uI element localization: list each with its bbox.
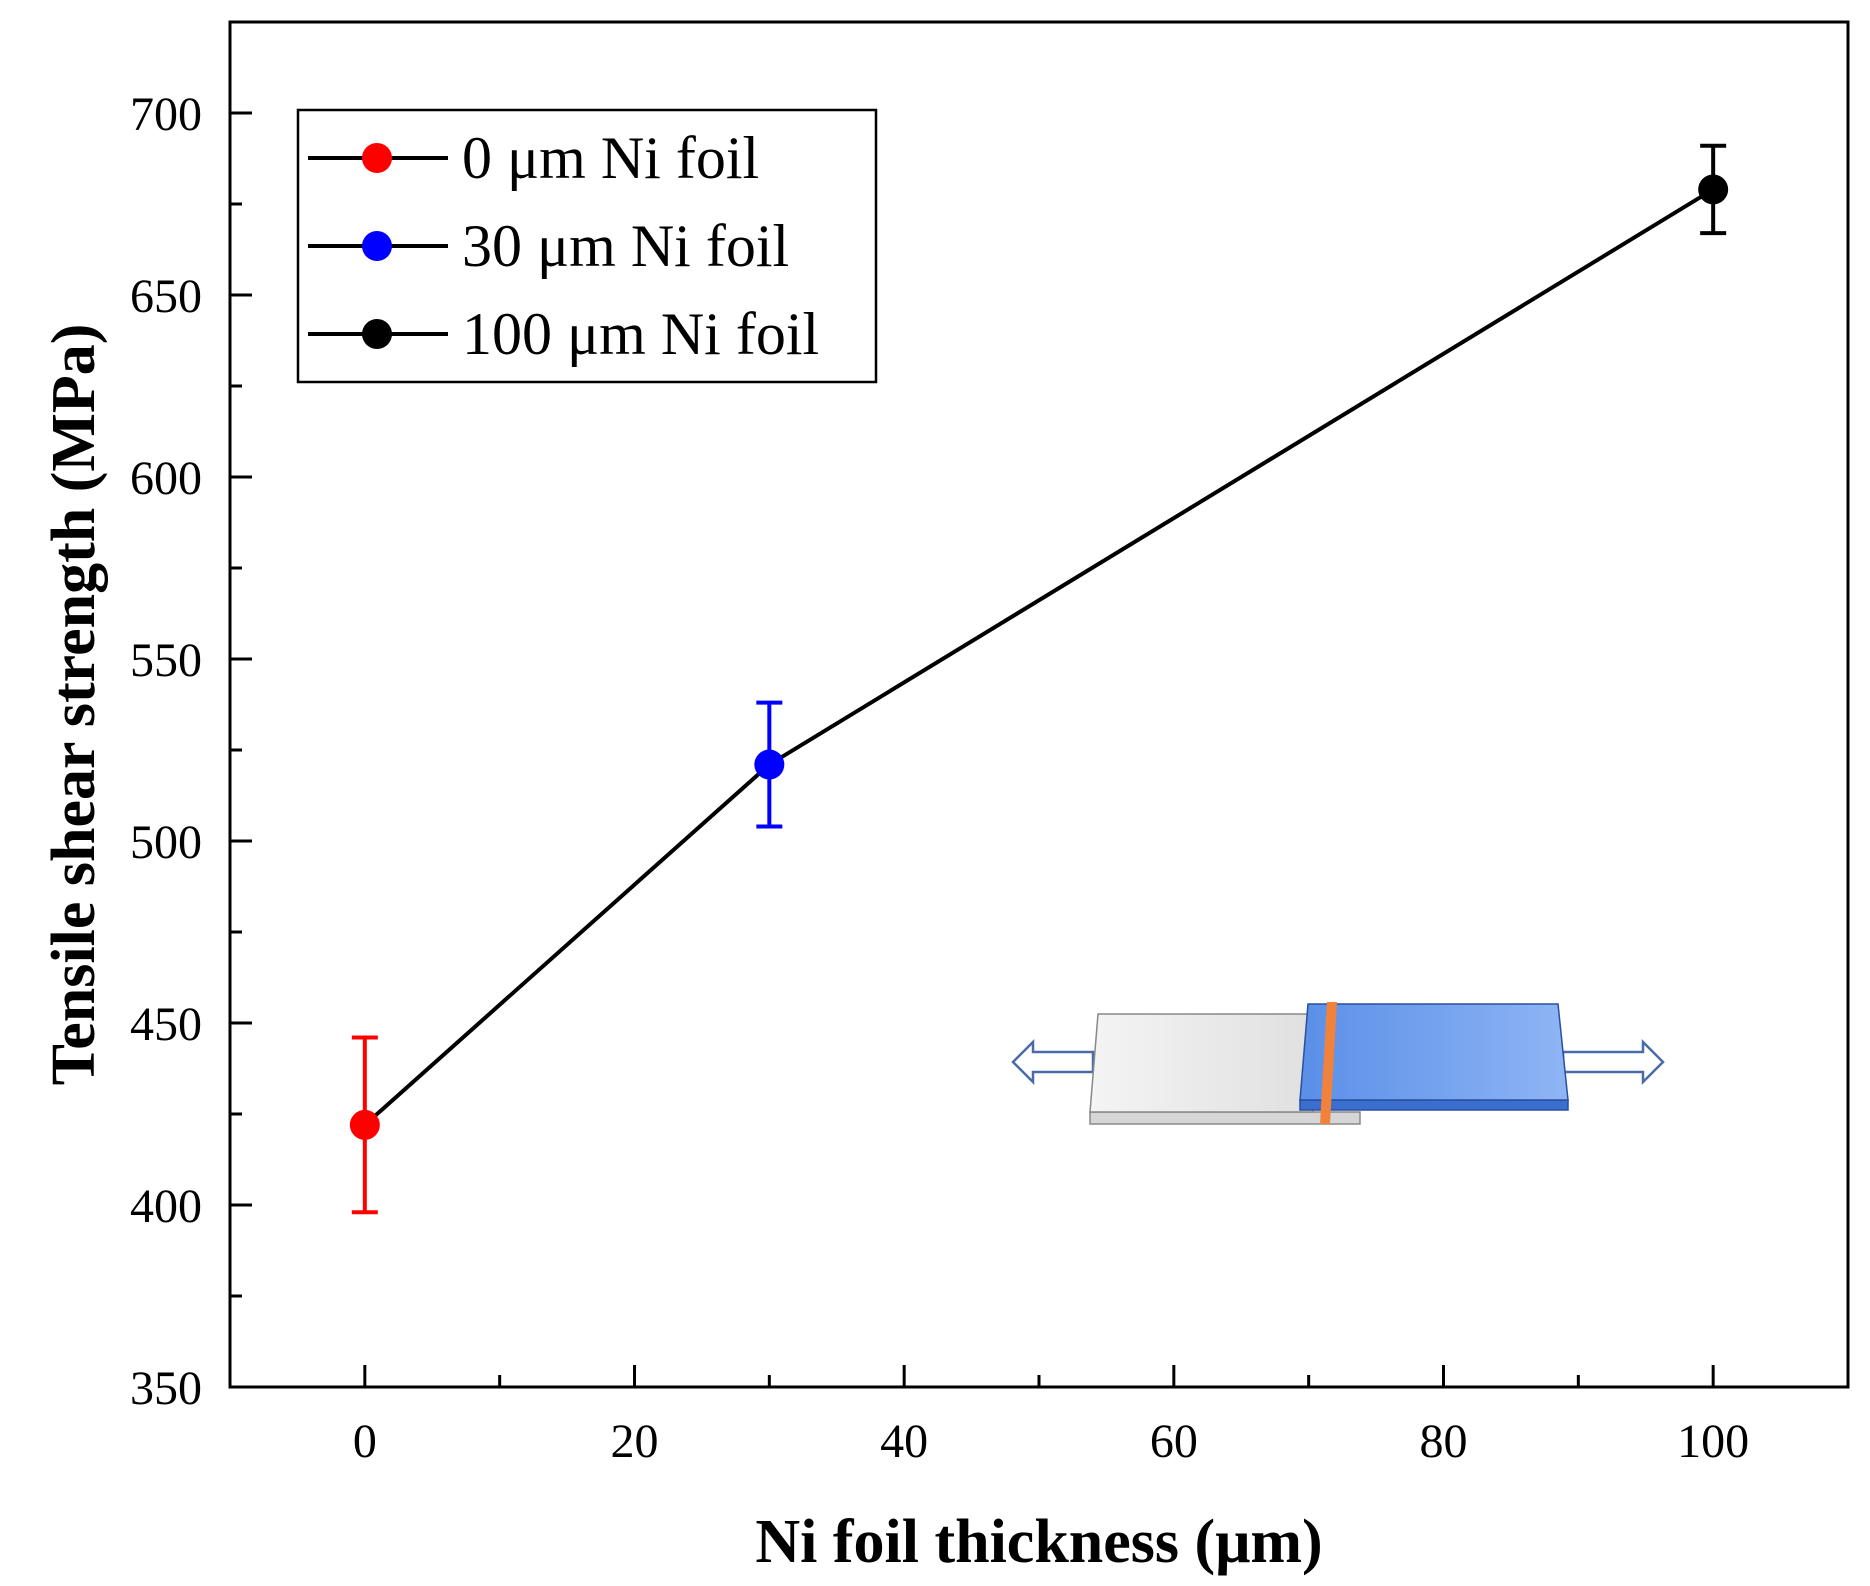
y-axis-title: Tensile shear strength (MPa) [40, 324, 108, 1086]
x-tick-label: 100 [1677, 1415, 1749, 1468]
data-point [754, 749, 785, 780]
legend: 0 μm Ni foil 30 μm Ni foil 100 μm Ni foil [296, 108, 878, 384]
y-tick-label: 600 [130, 452, 202, 505]
legend-marker [362, 231, 392, 261]
y-tick-label: 550 [130, 634, 202, 687]
y-tick-label: 500 [130, 816, 202, 869]
left-plate [1089, 1013, 1314, 1113]
x-tick-label: 0 [353, 1415, 377, 1468]
x-tick-label: 20 [611, 1415, 659, 1468]
right-plate-edge [1299, 1099, 1569, 1111]
legend-label: 100 μm Ni foil [462, 301, 819, 367]
left-plate-edge [1089, 1111, 1361, 1125]
x-axis-title: Ni foil thickness (μm) [755, 1508, 1322, 1576]
y-tick-label: 700 [130, 88, 202, 141]
x-tick-label: 40 [880, 1415, 928, 1468]
right-pull-arrow [1561, 1038, 1665, 1086]
legend-marker [362, 319, 392, 349]
x-tick-label: 80 [1420, 1415, 1468, 1468]
lap-shear-specimen-icon [1011, 1002, 1665, 1125]
left-pull-arrow [1011, 1038, 1095, 1086]
y-tick-label: 650 [130, 270, 202, 323]
y-tick-label: 450 [130, 998, 202, 1051]
x-tick-label: 60 [1150, 1415, 1198, 1468]
legend-marker [362, 143, 392, 173]
data-point [349, 1109, 380, 1140]
legend-label: 30 μm Ni foil [462, 213, 789, 279]
data-layer [349, 143, 1729, 1215]
right-plate [1299, 1003, 1569, 1101]
y-tick-label: 350 [130, 1362, 202, 1415]
legend-label: 0 μm Ni foil [462, 125, 759, 191]
axes-layer: 0 20 40 60 80 100 350 400 450 500 550 600 650 700 [130, 20, 1850, 1468]
ni-foil-strip [1320, 1002, 1337, 1124]
y-tick-label: 400 [130, 1180, 202, 1233]
data-point [1698, 174, 1729, 205]
